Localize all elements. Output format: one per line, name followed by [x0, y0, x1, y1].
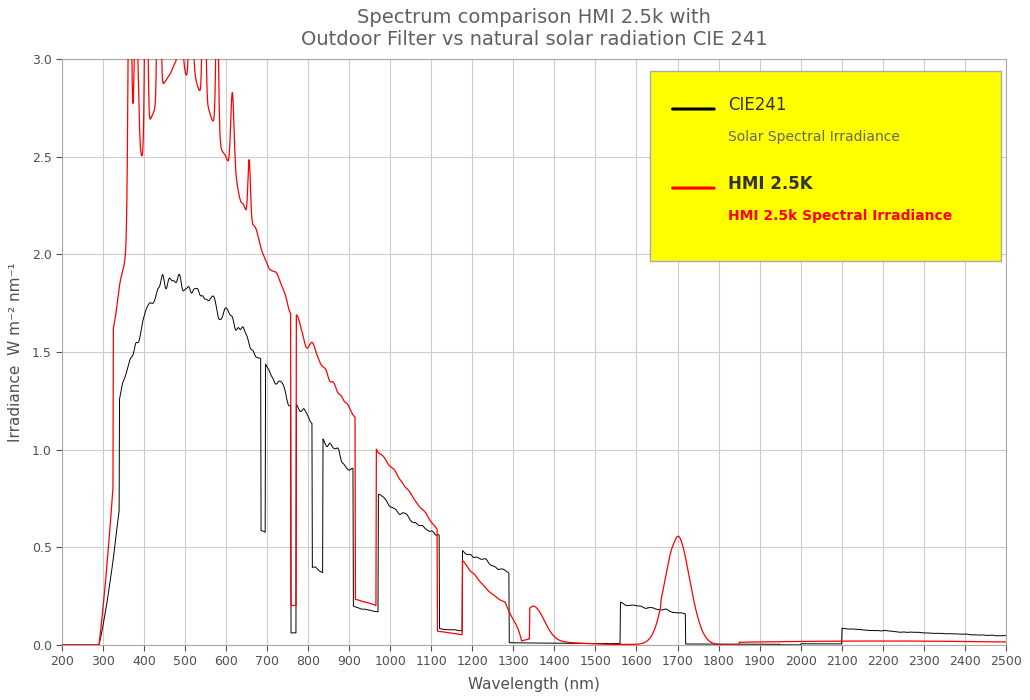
- Text: CIE241: CIE241: [728, 96, 787, 114]
- Title: Spectrum comparison HMI 2.5k with
Outdoor Filter vs natural solar radiation CIE : Spectrum comparison HMI 2.5k with Outdoo…: [301, 8, 767, 49]
- Text: HMI 2.5K: HMI 2.5K: [728, 175, 813, 193]
- Y-axis label: Irradiance  W m⁻² nm⁻¹: Irradiance W m⁻² nm⁻¹: [8, 262, 24, 442]
- FancyBboxPatch shape: [650, 71, 1001, 261]
- Text: Solar Spectral Irradiance: Solar Spectral Irradiance: [728, 130, 900, 144]
- X-axis label: Wavelength (nm): Wavelength (nm): [468, 677, 599, 692]
- Text: HMI 2.5k Spectral Irradiance: HMI 2.5k Spectral Irradiance: [728, 209, 953, 223]
